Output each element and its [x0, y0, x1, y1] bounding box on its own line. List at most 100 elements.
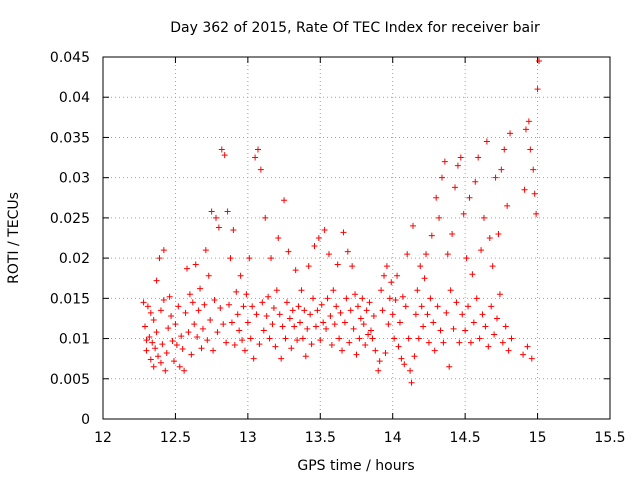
data-point — [184, 265, 191, 272]
data-point — [259, 299, 266, 306]
data-point — [478, 247, 485, 254]
data-point — [237, 272, 244, 279]
data-point — [524, 343, 531, 350]
data-point — [436, 214, 443, 221]
data-point — [522, 126, 529, 133]
data-point — [505, 347, 512, 354]
data-point — [530, 166, 537, 173]
data-point — [266, 335, 273, 342]
data-point — [276, 311, 283, 318]
data-point — [172, 321, 179, 328]
data-point — [152, 345, 159, 352]
data-point — [469, 271, 476, 278]
data-point — [249, 303, 256, 310]
data-point — [420, 323, 427, 330]
data-point — [525, 118, 532, 125]
data-point — [217, 304, 224, 311]
data-point — [438, 174, 445, 181]
data-point — [388, 279, 395, 286]
y-tick-label: 0.035 — [50, 130, 90, 146]
data-point — [467, 339, 474, 346]
data-points — [140, 58, 543, 386]
data-point — [502, 323, 509, 330]
data-point — [453, 299, 460, 306]
data-point — [360, 321, 367, 328]
data-point — [424, 311, 431, 318]
data-point — [185, 329, 192, 336]
data-point — [191, 321, 198, 328]
data-point — [292, 267, 299, 274]
y-axis-label: ROTI / TECUs — [6, 192, 22, 284]
data-point — [297, 319, 304, 326]
data-point — [402, 303, 409, 310]
y-tick-label: 0.04 — [59, 90, 90, 106]
data-point — [341, 319, 348, 326]
data-point — [246, 255, 253, 262]
y-tick-label: 0 — [81, 412, 90, 428]
data-point — [389, 311, 396, 318]
data-point — [157, 359, 164, 366]
data-point — [340, 229, 347, 236]
data-point — [315, 235, 322, 241]
data-point — [344, 248, 351, 255]
data-point — [466, 194, 473, 201]
data-point — [501, 146, 508, 153]
data-point — [323, 325, 330, 332]
data-point — [241, 347, 248, 354]
data-point — [462, 327, 469, 334]
data-point — [214, 329, 221, 336]
data-point — [181, 367, 188, 374]
data-point — [228, 319, 235, 326]
data-point — [423, 251, 430, 258]
data-point — [520, 351, 527, 358]
data-point — [495, 230, 502, 237]
data-point — [318, 301, 325, 308]
data-point — [369, 335, 376, 342]
data-point — [279, 323, 286, 330]
data-point — [204, 337, 211, 344]
data-point — [382, 350, 389, 357]
data-point — [492, 174, 499, 181]
data-point — [247, 335, 254, 342]
data-point — [339, 347, 346, 354]
data-point — [414, 287, 421, 294]
data-point — [253, 311, 260, 318]
data-point — [485, 343, 492, 350]
data-point — [434, 303, 441, 310]
data-point — [480, 214, 487, 221]
data-point — [430, 319, 437, 326]
data-point — [376, 358, 383, 365]
data-point — [531, 190, 538, 197]
data-point — [163, 350, 170, 357]
data-point — [465, 303, 472, 310]
data-point — [415, 335, 422, 342]
data-point — [331, 321, 338, 328]
data-point — [372, 347, 379, 354]
data-point — [256, 341, 263, 348]
data-point — [227, 255, 234, 262]
data-point — [285, 248, 292, 255]
data-point — [521, 186, 528, 193]
data-point — [325, 251, 332, 258]
data-point — [488, 303, 495, 310]
data-point — [270, 304, 277, 311]
data-point — [307, 311, 314, 318]
data-point — [349, 263, 356, 270]
data-point — [343, 295, 350, 302]
data-point — [150, 317, 157, 324]
data-point — [320, 319, 327, 326]
data-point — [278, 355, 285, 362]
y-tick-label: 0.02 — [59, 251, 90, 267]
data-point — [252, 154, 259, 161]
data-point — [405, 335, 412, 342]
data-point — [472, 178, 479, 185]
data-point — [357, 315, 364, 322]
data-point — [236, 327, 243, 334]
data-point — [407, 367, 414, 374]
data-point — [394, 272, 401, 279]
data-point — [412, 311, 419, 318]
axis-ticks: 12 12.5 13 13.5 14 14.5 15 15.5 0 0.005 0.01 0.015 0… — [50, 50, 626, 446]
data-point — [299, 335, 306, 342]
data-point — [496, 291, 503, 298]
